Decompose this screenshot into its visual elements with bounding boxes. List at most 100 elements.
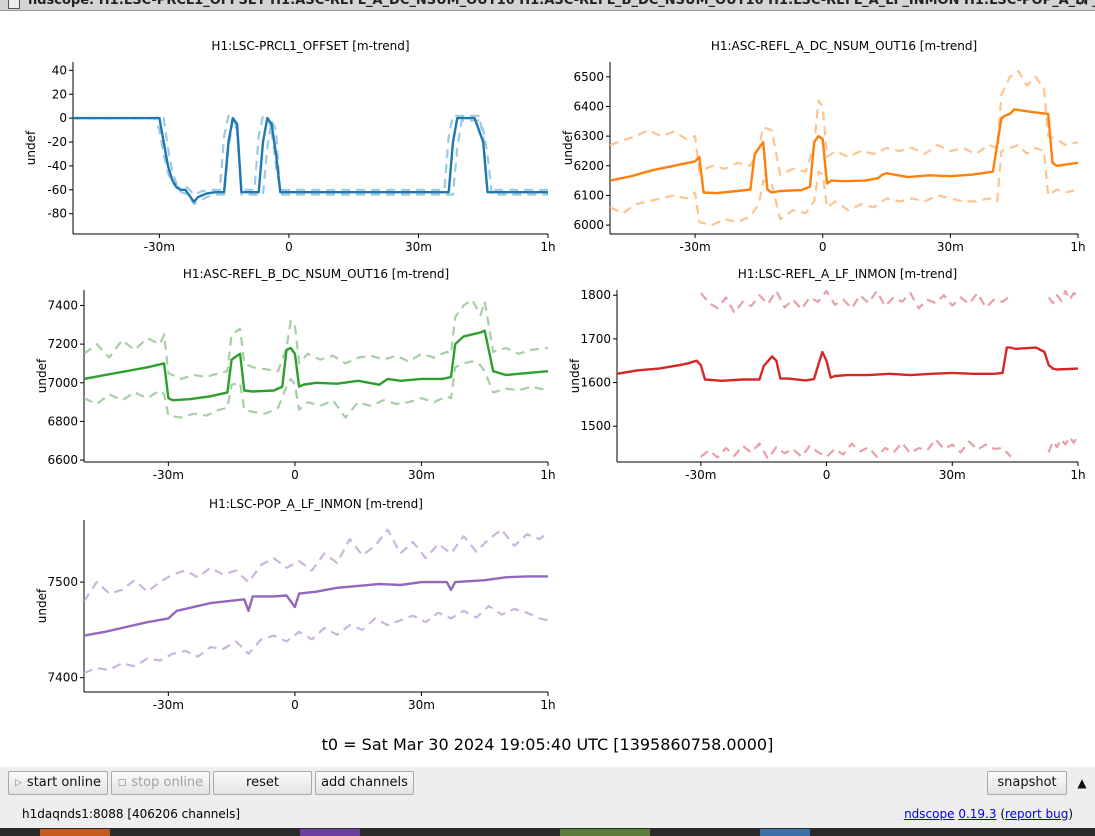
- t0-label: t0 = Sat Mar 30 2024 19:05:40 UTC [13958…: [321, 735, 774, 754]
- y-tick-label: 6600: [47, 453, 78, 467]
- add-channels-button[interactable]: add channels: [315, 771, 414, 795]
- x-tick-label: 1h: [540, 240, 555, 254]
- y-axis-label: undef: [35, 588, 49, 623]
- y-axis-label: undef: [561, 130, 575, 165]
- taskbar-item[interactable]: [40, 829, 110, 836]
- reset-button[interactable]: reset: [213, 771, 312, 795]
- plot-title: H1:LSC-REFL_A_LF_INMON [m-trend]: [738, 267, 958, 281]
- taskbar: [0, 828, 1095, 836]
- series-line-min: [84, 360, 548, 419]
- x-tick-label: 30m: [408, 698, 435, 712]
- plot-title: H1:LSC-PRCL1_OFFSET [m-trend]: [211, 39, 409, 53]
- series-line-mean: [84, 575, 548, 637]
- series-line-min2: [1047, 434, 1078, 453]
- series-line-max: [84, 528, 548, 602]
- start-online-button[interactable]: ▷ start online: [8, 771, 108, 795]
- y-axis-label: undef: [568, 358, 582, 393]
- y-tick-label: 6400: [573, 99, 604, 113]
- x-tick-label: -30m: [144, 240, 175, 254]
- y-tick-label: 40: [52, 63, 67, 77]
- series-line-mean: [73, 116, 548, 204]
- plot-title: H1:ASC-REFL_A_DC_NSUM_OUT16 [m-trend]: [711, 39, 977, 53]
- y-tick-label: -60: [47, 183, 67, 197]
- plot-title: H1:ASC-REFL_B_DC_NSUM_OUT16 [m-trend]: [183, 267, 449, 281]
- snapshot-button[interactable]: snapshot: [987, 771, 1067, 795]
- x-tick-label: 0: [823, 468, 831, 482]
- window-titlebar: ndscope: H1:LSC-PRCL1_OFFSET H1:ASC-REFL…: [0, 0, 1095, 11]
- taskbar-item[interactable]: [760, 829, 810, 836]
- y-tick-label: 6800: [47, 414, 78, 428]
- series-line-max: [84, 298, 548, 380]
- series-line-mean: [610, 108, 1078, 195]
- y-tick-label: 7000: [47, 376, 78, 390]
- y-tick-label: 7400: [47, 671, 78, 685]
- x-tick-label: 0: [819, 240, 827, 254]
- x-tick-label: -30m: [153, 698, 184, 712]
- x-tick-label: -30m: [153, 468, 184, 482]
- window-menu-icon[interactable]: [8, 0, 20, 9]
- start-online-label: start online: [26, 775, 101, 790]
- y-tick-label: -20: [47, 135, 67, 149]
- plot-title: H1:LSC-POP_A_LF_INMON [m-trend]: [209, 497, 423, 511]
- y-tick-label: 7200: [47, 337, 78, 351]
- x-tick-label: 30m: [937, 240, 964, 254]
- x-tick-label: 1h: [1070, 240, 1085, 254]
- y-tick-label: 0: [59, 111, 67, 125]
- series-line-min: [700, 438, 1012, 460]
- stop-online-button[interactable]: □ stop online: [111, 771, 210, 795]
- play-icon: ▷: [15, 778, 22, 788]
- x-tick-label: 1h: [540, 698, 555, 712]
- x-tick-label: -30m: [679, 240, 710, 254]
- y-tick-label: 1500: [580, 419, 611, 433]
- y-tick-label: -80: [47, 207, 67, 221]
- ndscope-link[interactable]: ndscope: [904, 807, 955, 821]
- y-tick-label: 20: [52, 87, 67, 101]
- x-tick-label: 0: [285, 240, 293, 254]
- taskbar-item[interactable]: [560, 829, 650, 836]
- taskbar-item[interactable]: [300, 829, 360, 836]
- control-toolbar: ▷ start online □ stop online reset add cha…: [0, 767, 1095, 800]
- stop-icon: □: [117, 778, 127, 788]
- status-bar: h1daqnds1:8088 [406206 channels] ndscope…: [0, 800, 1095, 828]
- report-bug-link[interactable]: report bug: [1005, 807, 1069, 821]
- x-tick-label: 30m: [408, 468, 435, 482]
- x-tick-label: 1h: [1070, 468, 1085, 482]
- series-line-min: [84, 604, 548, 674]
- close-icon[interactable]: ✕: [1077, 0, 1089, 10]
- window-title: ndscope: H1:LSC-PRCL1_OFFSET H1:ASC-REFL…: [28, 0, 1095, 8]
- series-line-max: [699, 290, 1012, 314]
- y-tick-label: 6100: [573, 188, 604, 202]
- series-line-mean: [84, 329, 548, 402]
- up-triangle-icon[interactable]: ▲: [1077, 776, 1087, 790]
- x-tick-label: 30m: [405, 240, 432, 254]
- y-axis-label: undef: [24, 130, 38, 165]
- y-tick-label: 7500: [47, 575, 78, 589]
- stop-online-label: stop online: [131, 775, 204, 790]
- y-tick-label: -40: [47, 159, 67, 173]
- x-tick-label: 0: [291, 468, 299, 482]
- series-line-min: [610, 143, 1078, 227]
- y-tick-label: 1700: [580, 332, 611, 346]
- y-tick-label: 6300: [573, 129, 604, 143]
- y-tick-label: 7400: [47, 298, 78, 312]
- y-tick-label: 1600: [580, 376, 611, 390]
- x-tick-label: 0: [291, 698, 299, 712]
- x-tick-label: 30m: [939, 468, 966, 482]
- y-tick-label: 6000: [573, 218, 604, 232]
- y-tick-label: 6200: [573, 159, 604, 173]
- y-axis-label: undef: [35, 358, 49, 393]
- y-tick-label: 1800: [580, 288, 611, 302]
- x-tick-label: -30m: [685, 468, 716, 482]
- version-info: ndscope 0.19.3 (report bug): [904, 807, 1073, 821]
- x-tick-label: 1h: [540, 468, 555, 482]
- server-status: h1daqnds1:8088 [406206 channels]: [22, 807, 241, 821]
- y-tick-label: 6500: [573, 70, 604, 84]
- version-link[interactable]: 0.19.3: [958, 807, 997, 821]
- series-line-max2: [1047, 290, 1078, 305]
- series-line-mean: [617, 346, 1078, 382]
